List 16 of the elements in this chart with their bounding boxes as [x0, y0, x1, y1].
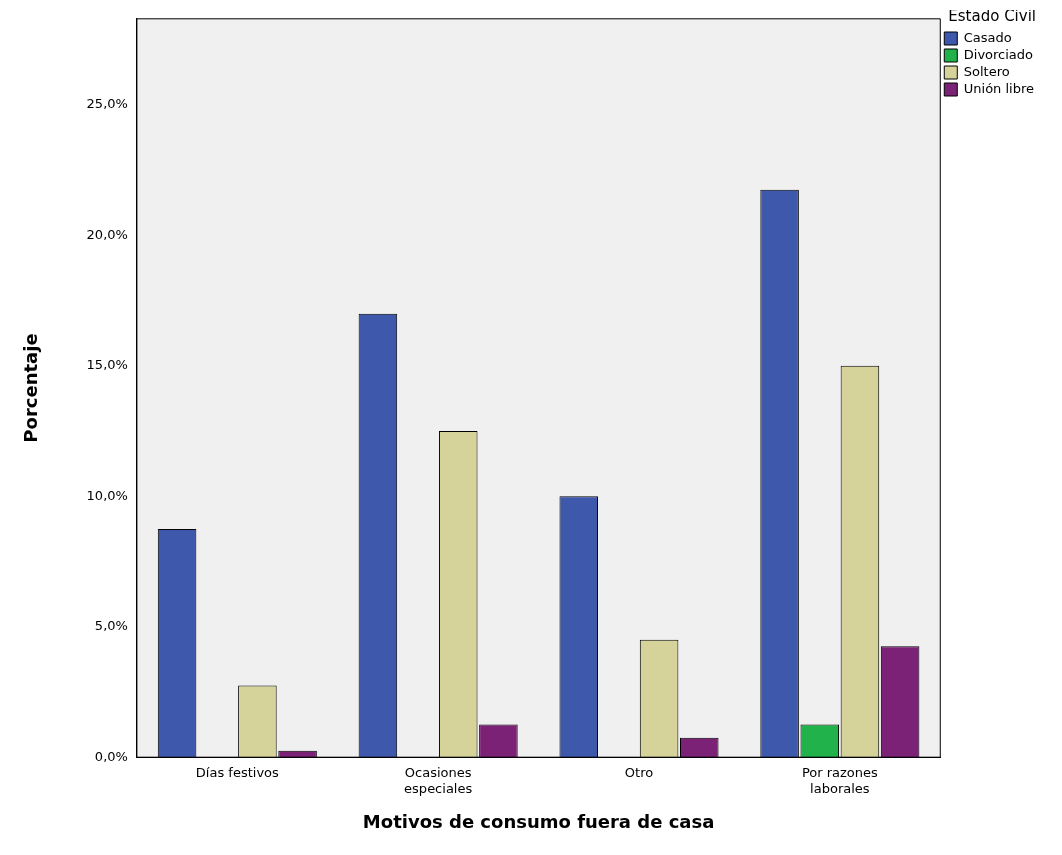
y-tick-label: 5,0% — [94, 618, 128, 634]
legend-label: Divorciado — [963, 46, 1034, 62]
y-tick-label: 0,0% — [94, 748, 128, 764]
x-tick-label: Por razones laborales — [801, 765, 879, 796]
y-tick-label: 25,0% — [86, 96, 128, 112]
legend-label: Soltero — [963, 63, 1010, 79]
legend-label: Casado — [963, 29, 1012, 45]
x-tick-label: Otro — [624, 765, 654, 781]
y-tick-label: 15,0% — [86, 357, 128, 373]
x-tick-label: Ocasiones especiales — [404, 765, 473, 796]
y-axis-title: Porcentaje — [20, 333, 42, 443]
legend-label: Unión libre — [963, 80, 1035, 96]
y-tick-label: 20,0% — [86, 226, 128, 242]
y-tick-label: 10,0% — [86, 487, 128, 503]
x-tick-label: Días festivos — [195, 765, 280, 781]
x-axis-title: Motivos de consumo fuera de casa — [362, 810, 715, 832]
